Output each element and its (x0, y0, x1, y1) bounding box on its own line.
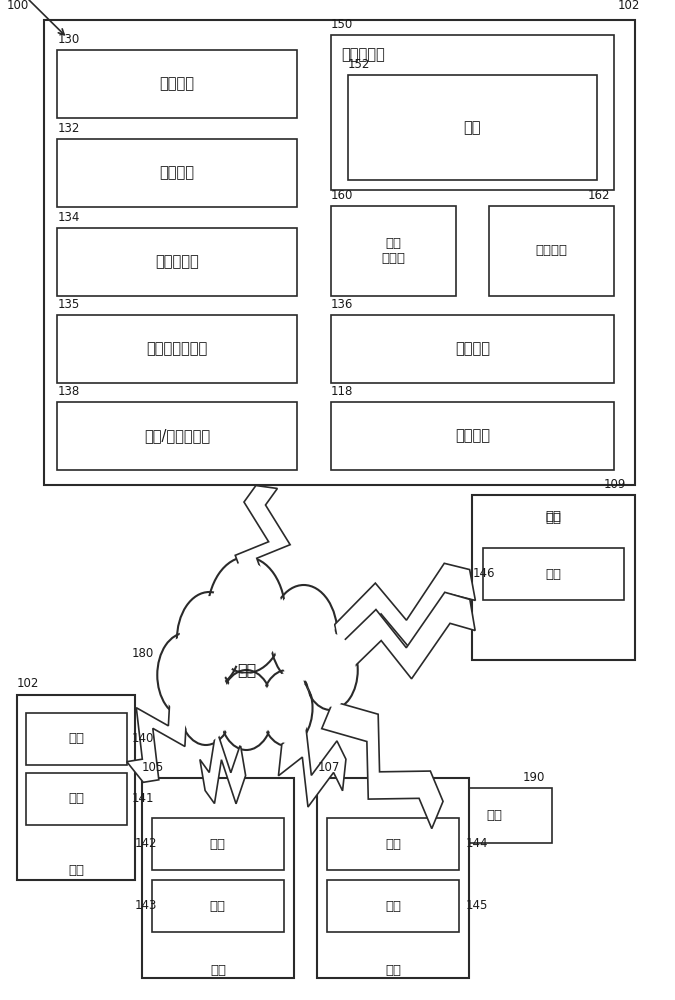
Text: 135: 135 (57, 298, 80, 311)
Text: 100: 100 (7, 0, 29, 12)
Polygon shape (335, 563, 475, 655)
Bar (331, 402, 614, 470)
Text: 142: 142 (135, 837, 157, 850)
Bar (331, 206, 456, 296)
Circle shape (182, 669, 230, 741)
Bar (57, 315, 297, 383)
Circle shape (219, 670, 273, 750)
Text: 144: 144 (466, 837, 488, 850)
Text: 136: 136 (331, 298, 353, 311)
Text: 152: 152 (348, 58, 370, 71)
Text: 143: 143 (135, 899, 157, 912)
Text: 装置: 装置 (487, 809, 503, 822)
Text: 田地: 田地 (545, 510, 562, 524)
Text: 预测: 预测 (464, 120, 481, 135)
Text: 机器: 机器 (385, 838, 401, 850)
Text: 141: 141 (132, 792, 154, 805)
Polygon shape (236, 486, 290, 596)
Circle shape (160, 637, 211, 713)
Polygon shape (279, 725, 346, 807)
Circle shape (180, 597, 238, 683)
Circle shape (273, 590, 334, 680)
Text: 田地数据库: 田地数据库 (155, 254, 199, 269)
Text: 132: 132 (57, 122, 80, 135)
Bar (331, 315, 614, 383)
Bar (152, 880, 284, 932)
Text: 机器: 机器 (68, 732, 84, 746)
Circle shape (264, 674, 310, 742)
Bar (327, 818, 459, 870)
Polygon shape (322, 701, 443, 829)
Text: 农业实践数据库: 农业实践数据库 (146, 342, 208, 357)
Bar (331, 35, 614, 190)
Text: 天气存储器: 天气存储器 (341, 47, 385, 62)
Bar (57, 402, 297, 470)
Text: 机具: 机具 (68, 792, 84, 806)
Bar (57, 139, 297, 207)
Bar (26, 773, 127, 825)
Text: 存储介质: 存储介质 (455, 342, 490, 357)
Text: 网络接口: 网络接口 (455, 428, 490, 444)
Text: 处理系统: 处理系统 (160, 165, 194, 180)
Bar (437, 788, 552, 843)
Text: 140: 140 (132, 732, 154, 745)
Text: 田地: 田地 (68, 863, 84, 876)
Circle shape (157, 633, 214, 717)
Text: 图像
数据库: 图像 数据库 (381, 237, 405, 265)
Polygon shape (335, 592, 475, 681)
Bar (489, 206, 614, 296)
Bar (57, 228, 297, 296)
Circle shape (270, 585, 338, 685)
Text: 田地: 田地 (210, 964, 226, 976)
Text: 机器: 机器 (210, 838, 225, 850)
Text: 102: 102 (618, 0, 640, 12)
Circle shape (211, 563, 281, 667)
Text: 160: 160 (331, 189, 353, 202)
Text: 138: 138 (57, 385, 80, 398)
Text: 118: 118 (331, 385, 353, 398)
Text: 田地: 田地 (385, 964, 402, 976)
Circle shape (177, 592, 242, 688)
Text: 田地: 田地 (545, 512, 562, 524)
Text: 134: 134 (57, 211, 80, 224)
Text: 网络: 网络 (237, 662, 256, 678)
Text: 102: 102 (17, 677, 39, 690)
Text: 数据分析: 数据分析 (160, 77, 194, 92)
Bar (152, 818, 284, 870)
Text: 145: 145 (466, 899, 488, 912)
Polygon shape (200, 729, 246, 804)
Text: 130: 130 (57, 33, 80, 46)
Circle shape (304, 630, 358, 710)
Bar (17, 695, 135, 880)
Bar (483, 548, 624, 600)
Circle shape (306, 634, 355, 706)
Bar (142, 778, 294, 978)
Text: 146: 146 (472, 567, 495, 580)
Bar (26, 713, 127, 765)
Text: 162: 162 (587, 189, 610, 202)
Text: 机具: 机具 (385, 900, 401, 912)
Text: 机具: 机具 (210, 900, 225, 912)
Text: 107: 107 (317, 761, 340, 774)
Bar (57, 50, 297, 118)
Circle shape (179, 665, 233, 745)
Circle shape (222, 674, 271, 746)
Bar (327, 880, 459, 932)
Text: 190: 190 (523, 771, 545, 784)
Text: 105: 105 (142, 761, 164, 774)
Text: 成本/价格数据库: 成本/价格数据库 (144, 428, 210, 444)
Bar (44, 20, 634, 485)
Text: 180: 180 (132, 647, 154, 660)
Circle shape (207, 557, 286, 673)
Text: 机器: 机器 (545, 567, 562, 580)
Polygon shape (127, 685, 187, 782)
Bar (348, 75, 597, 180)
Bar (317, 778, 469, 978)
Circle shape (261, 670, 313, 746)
Text: 109: 109 (604, 478, 626, 491)
Bar (472, 495, 634, 660)
Text: 150: 150 (331, 18, 353, 31)
Text: 作物预测: 作物预测 (536, 244, 568, 257)
